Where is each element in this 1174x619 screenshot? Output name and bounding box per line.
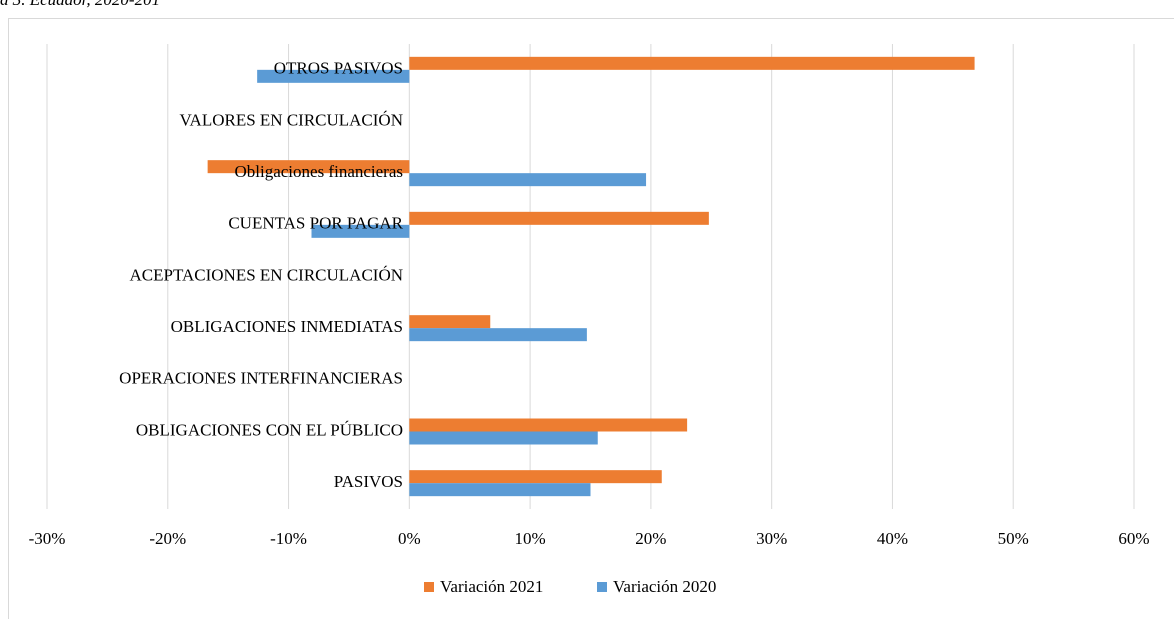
bar <box>409 328 587 342</box>
x-tick-label: -20% <box>149 529 186 548</box>
y-tick-label: VALORES EN CIRCULACIÓN <box>179 110 403 129</box>
y-tick-label: PASIVOS <box>334 472 403 491</box>
bar <box>409 470 662 484</box>
x-tick-label: -30% <box>29 529 66 548</box>
bar <box>409 211 709 225</box>
legend-label: Variación 2021 <box>440 577 543 596</box>
y-tick-label: OTROS PASIVOS <box>274 59 403 78</box>
x-tick-label: 10% <box>515 529 546 548</box>
chart-border <box>8 18 1174 619</box>
x-tick-label: 0% <box>398 529 421 548</box>
y-tick-label: OBLIGACIONES INMEDIATAS <box>171 317 403 336</box>
y-tick-label: CUENTAS POR PAGAR <box>228 214 403 233</box>
x-tick-label: 60% <box>1118 529 1149 548</box>
bar <box>409 315 491 329</box>
bar <box>257 69 410 83</box>
y-tick-label: ACEPTACIONES EN CIRCULACIÓN <box>130 265 403 284</box>
bar <box>409 418 688 432</box>
bar <box>409 56 975 70</box>
x-tick-label: -10% <box>270 529 307 548</box>
bar <box>409 173 647 187</box>
x-tick-label: 30% <box>756 529 787 548</box>
x-tick-label: 40% <box>877 529 908 548</box>
bar <box>409 431 598 445</box>
legend-swatch <box>597 582 607 592</box>
legend-label: Variación 2020 <box>613 577 716 596</box>
x-tick-label: 50% <box>998 529 1029 548</box>
x-tick-label: 20% <box>635 529 666 548</box>
y-tick-label: Obligaciones financieras <box>234 162 403 181</box>
y-tick-label: OBLIGACIONES CON EL PÚBLICO <box>136 420 403 439</box>
bar <box>207 160 410 174</box>
legend-swatch <box>424 582 434 592</box>
caption: a 3. Ecuador, 2020-201 <box>0 0 160 9</box>
y-tick-label: OPERACIONES INTERFINANCIERAS <box>119 369 403 388</box>
bar <box>311 224 410 238</box>
bar <box>409 483 591 497</box>
